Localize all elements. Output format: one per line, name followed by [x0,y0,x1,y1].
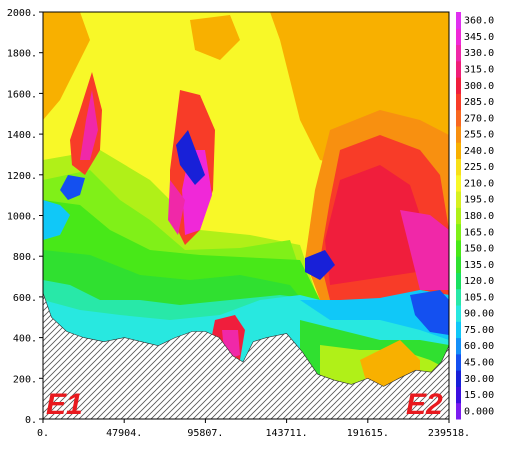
y-tick-label: 1800. [7,49,37,60]
colorbar-swatch [456,60,461,78]
colorbar-label: 240.0 [464,146,494,157]
colorbar-swatch [456,370,461,387]
colorbar-label: 15.00 [464,390,494,401]
colorbar-label: 75.00 [464,325,494,336]
colorbar-label: 300.0 [464,81,494,92]
y-tick-label: 1600. [7,89,37,100]
x-tick-label: 143711. [266,428,308,439]
colorbar-swatch [456,142,461,160]
x-tick-label: 47904. [106,428,142,439]
colorbar-swatch [456,337,461,355]
y-tick-label: 200. [13,374,37,385]
colorbar-swatch [456,239,461,257]
y-tick-label: 1200. [7,171,37,182]
colorbar-label: 210.0 [464,178,494,189]
y-tick-label: 1000. [7,212,37,223]
colorbar-swatch [456,402,461,420]
colorbar-label: 165.0 [464,227,494,238]
colorbar-swatch [456,158,461,176]
colorbar-label: 195.0 [464,195,494,206]
y-tick-label: 2000. [7,8,37,19]
colorbar-swatch [456,386,461,404]
colorbar-label: 270.0 [464,113,494,124]
colorbar-label: 330.0 [464,48,494,59]
colorbar-swatch [456,321,461,339]
y-tick-label: 800. [13,252,37,263]
x-tick-label: 95807. [187,428,223,439]
colorbar: 0.000 15.00 30.00 45.00 60.00 75.00 90.00 105.0… [456,12,494,420]
x-tick-label: 0. [37,428,49,439]
x-tick-label: 239518. [428,428,470,439]
colorbar-label: 135.0 [464,260,494,271]
colorbar-label: 255.0 [464,130,494,141]
colorbar-swatch [456,44,461,62]
colorbar-label: 90.00 [464,309,494,320]
colorbar-swatch [456,93,461,111]
annotation-e1: E1 [46,388,83,421]
colorbar-label: 60.00 [464,341,494,352]
colorbar-label: 180.0 [464,211,494,222]
y-tick-label: 400. [13,334,37,345]
colorbar-swatch [456,272,461,290]
x-axis: 0. 47904. 95807. 143711. 191615. 239518. [37,419,470,439]
colorbar-label: 120.0 [464,276,494,287]
colorbar-swatch [456,191,461,208]
colorbar-label: 0.000 [464,406,494,417]
y-tick-label: 0. [25,415,37,426]
colorbar-swatch [456,174,461,192]
colorbar-label: 360.0 [464,16,494,27]
y-tick-label: 1400. [7,130,37,141]
terrain-hatch [42,292,450,420]
y-axis: 0. 200. 400. 600. 800. 1000. 1200. 1400. 1600. 18… [7,8,43,426]
colorbar-label: 150.0 [464,244,494,255]
annotation-e2: E2 [406,388,443,421]
colorbar-swatch [456,28,461,46]
colorbar-swatch [456,125,461,143]
colorbar-swatch [456,305,461,322]
colorbar-label: 345.0 [464,32,494,43]
colorbar-label: 315.0 [464,64,494,75]
colorbar-label: 285.0 [464,97,494,108]
colorbar-swatch [456,109,461,127]
colorbar-swatch [456,288,461,306]
colorbar-swatch [456,77,461,94]
colorbar-label: 45.00 [464,358,494,369]
colorbar-label: 225.0 [464,162,494,173]
colorbar-label: 105.0 [464,292,494,303]
x-tick-label: 191615. [347,428,389,439]
colorbar-swatch [456,353,461,371]
colorbar-swatch [456,256,461,273]
colorbar-swatch [456,223,461,241]
colorbar-swatch [456,207,461,225]
y-tick-label: 600. [13,293,37,304]
colorbar-swatch [456,12,461,29]
colorbar-label: 30.00 [464,374,494,385]
